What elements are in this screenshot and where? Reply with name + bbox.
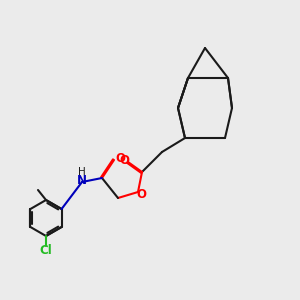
Text: O: O <box>136 188 146 200</box>
Text: Cl: Cl <box>40 244 52 256</box>
Text: O: O <box>115 152 125 164</box>
Text: O: O <box>119 154 129 166</box>
Text: N: N <box>77 173 87 187</box>
Text: H: H <box>78 167 86 177</box>
